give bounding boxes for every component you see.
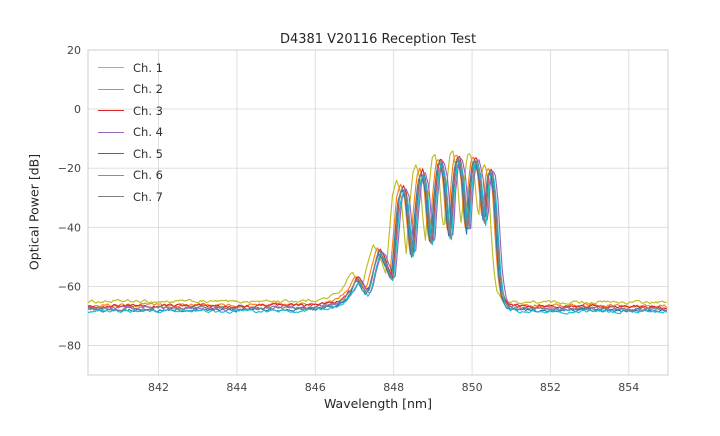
legend-line-swatch — [98, 88, 124, 90]
legend-item: Ch. 1 — [98, 57, 163, 79]
y-tick-label: −60 — [58, 280, 81, 293]
legend-item: Ch. 5 — [98, 143, 163, 165]
series-line-7 — [88, 157, 667, 312]
y-tick-label: −40 — [58, 221, 81, 234]
series-line-1 — [88, 150, 667, 305]
legend-label: Ch. 6 — [133, 168, 163, 183]
x-tick-label: 846 — [305, 381, 326, 394]
legend-label: Ch. 4 — [133, 125, 163, 140]
legend-line-swatch — [98, 110, 124, 112]
chart-title: D4381 V20116 Reception Test — [279, 32, 477, 47]
x-tick-label: 848 — [383, 381, 404, 394]
legend-line-swatch — [98, 196, 124, 198]
legend-line-swatch — [98, 153, 124, 155]
series-group — [88, 150, 668, 315]
x-axis-label: Wavelength [nm] — [324, 396, 432, 411]
legend-label: Ch. 7 — [133, 189, 163, 204]
legend-item: Ch. 4 — [98, 122, 163, 144]
legend-item: Ch. 3 — [98, 100, 163, 122]
y-tick-label: −20 — [58, 162, 81, 175]
legend-item: Ch. 6 — [98, 165, 163, 187]
x-tick-label: 850 — [462, 381, 483, 394]
plot-border — [87, 49, 669, 376]
legend-line-swatch — [98, 67, 124, 69]
series-line-6 — [88, 160, 668, 315]
x-tick-label: 842 — [148, 381, 169, 394]
series-line-3 — [88, 155, 668, 310]
series-line-2 — [88, 154, 668, 309]
legend-label: Ch. 2 — [133, 82, 163, 97]
legend-line-swatch — [98, 174, 124, 176]
legend: Ch. 1 Ch. 2 Ch. 3 Ch. 4 Ch. 5 Ch. 6 Ch. 7 — [98, 57, 163, 208]
legend-item: Ch. 2 — [98, 79, 163, 101]
series-line-4 — [88, 158, 668, 312]
legend-label: Ch. 5 — [133, 146, 163, 161]
legend-item: Ch. 7 — [98, 186, 163, 208]
y-tick-label: 20 — [67, 44, 81, 57]
x-tick-label: 844 — [226, 381, 247, 394]
legend-label: Ch. 3 — [133, 103, 163, 118]
y-tick-label: −80 — [58, 340, 81, 353]
series-line-5 — [88, 159, 668, 313]
legend-line-swatch — [98, 131, 124, 133]
y-tick-label: 0 — [74, 103, 81, 116]
y-axis-label: Optical Power [dB] — [26, 153, 42, 271]
x-tick-label: 854 — [618, 381, 639, 394]
legend-label: Ch. 1 — [133, 60, 163, 75]
x-tick-label: 852 — [540, 381, 561, 394]
